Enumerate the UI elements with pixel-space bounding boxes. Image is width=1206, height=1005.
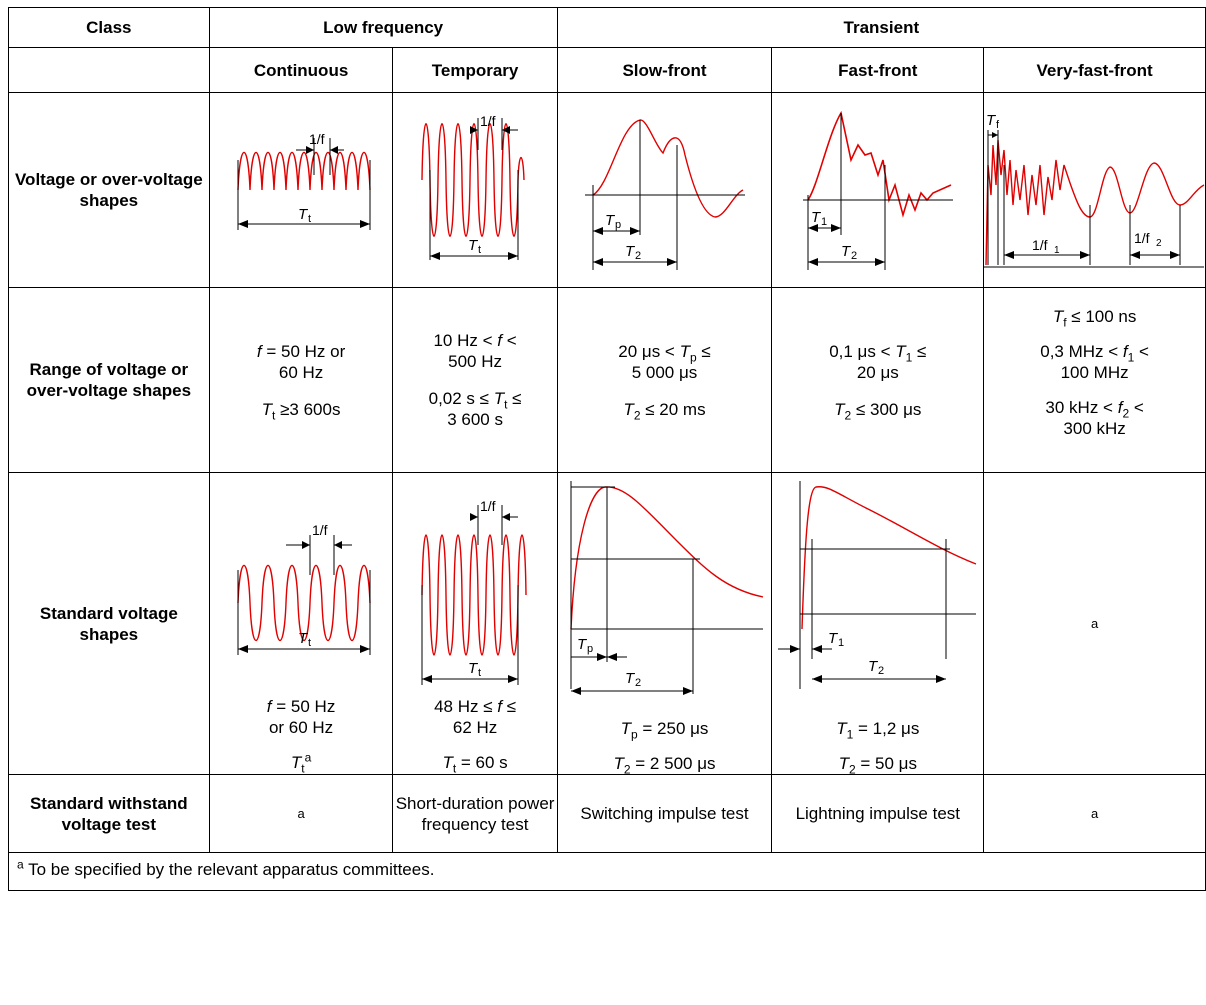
transient-header: Transient [556, 7, 1206, 48]
very-fast-front-header: Very-fast-front [983, 47, 1206, 93]
sine-wave [237, 565, 371, 641]
svg-text:1/f: 1/f [312, 522, 328, 538]
row-label-shapes: Voltage or over-voltage shapes [8, 92, 210, 288]
test-slow-front: Switching impulse test [556, 774, 773, 853]
svg-text:T: T [468, 660, 479, 677]
temporary-header: Temporary [392, 47, 558, 93]
range-temporary: 10 Hz < f <500 Hz 0,02 s ≤ Tt ≤3 600 s [392, 287, 558, 473]
standard-fast-front: T 1 T 2 T1 = 1,2 μs T2 = 50 μs [771, 472, 985, 775]
standard-temporary: 1/f T t 48 Hz ≤ f ≤62 Hz Tt = 60 s [392, 472, 558, 775]
slow-front-shape-figure: T p T 2 [556, 92, 773, 288]
svg-text:T: T [605, 212, 616, 229]
svg-text:T: T [625, 670, 636, 687]
svg-text:1/f: 1/f [1134, 230, 1150, 246]
fast-front-curve [807, 110, 952, 218]
svg-text:t: t [478, 667, 481, 679]
svg-text:p: p [615, 219, 621, 231]
test-continuous: a [208, 774, 394, 853]
range-slow-front: 20 μs < Tp ≤5 000 μs T2 ≤ 20 ms [556, 287, 773, 473]
very-fast-front-shape-figure: T f 1/f 1 1/f 2 [983, 92, 1206, 288]
svg-text:T: T [986, 112, 997, 129]
svg-text:2: 2 [851, 250, 857, 262]
svg-text:2: 2 [635, 677, 641, 689]
empty-cell [8, 47, 210, 93]
row-label-range: Range of voltage or over-voltage shapes [8, 287, 210, 473]
svg-text:1: 1 [838, 637, 844, 649]
switching-impulse-curve [569, 486, 763, 630]
sine-wave [420, 123, 525, 237]
svg-text:p: p [587, 643, 593, 655]
temporary-shape-figure: 1/f T t [392, 92, 558, 288]
svg-text:2: 2 [1156, 238, 1162, 249]
continuous-shape-figure: 1/f T t [208, 92, 394, 288]
svg-text:2: 2 [878, 665, 884, 677]
row-label-standard-shapes: Standard voltage shapes [8, 472, 210, 775]
svg-text:T: T [828, 630, 839, 647]
class-header: Class [8, 7, 210, 48]
svg-text:T: T [577, 636, 588, 653]
svg-text:t: t [308, 637, 311, 649]
svg-text:1: 1 [1054, 245, 1060, 256]
svg-text:T: T [811, 209, 822, 226]
continuous-header: Continuous [208, 47, 394, 93]
sine-wave [237, 152, 371, 191]
slow-front-header: Slow-front [556, 47, 773, 93]
svg-text:1/f: 1/f [1032, 237, 1048, 253]
svg-text:1/f: 1/f [480, 498, 496, 514]
svg-text:1/f: 1/f [480, 113, 496, 129]
classification-table: Class Low frequency Transient Continuous… [8, 7, 1206, 891]
fast-front-shape-figure: T 1 T 2 [771, 92, 985, 288]
svg-text:1: 1 [821, 216, 827, 228]
range-continuous: f = 50 Hz or 60 Hz Tt ≥3 600s [208, 287, 394, 473]
footnote: a To be specified by the relevant appara… [8, 852, 1206, 891]
lightning-impulse-curve [801, 486, 977, 630]
svg-text:T: T [868, 658, 879, 675]
svg-text:T: T [625, 243, 636, 260]
svg-text:2: 2 [635, 250, 641, 262]
svg-text:t: t [308, 213, 311, 225]
row-label-test: Standard withstand voltage test [8, 774, 210, 853]
standard-very-fast-front: a [983, 472, 1206, 775]
label-tt: T [298, 206, 309, 223]
standard-continuous: 1/f T t f = 50 Hz or 60 Hz Tta [208, 472, 394, 775]
svg-text:T: T [298, 630, 309, 647]
svg-text:f: f [996, 119, 1000, 131]
range-very-fast-front: Tf ≤ 100 ns 0,3 MHz < f1 <100 MHz 30 kHz… [983, 287, 1206, 473]
svg-text:t: t [478, 244, 481, 256]
test-very-fast-front: a [983, 774, 1206, 853]
standard-slow-front: T p T 2 Tp = 250 μs T2 = 2 500 μs [556, 472, 773, 775]
test-temporary: Short-duration power frequency test [392, 774, 558, 853]
range-fast-front: 0,1 μs < T1 ≤20 μs T2 ≤ 300 μs [771, 287, 985, 473]
fast-front-header: Fast-front [771, 47, 985, 93]
svg-text:T: T [841, 243, 852, 260]
very-fast-front-curve [985, 139, 1205, 266]
svg-text:T: T [468, 237, 479, 254]
test-fast-front: Lightning impulse test [771, 774, 985, 853]
sine-wave [420, 534, 527, 656]
label-one-over-f: 1/f [309, 131, 325, 147]
slow-front-curve [592, 119, 743, 218]
low-frequency-header: Low frequency [208, 7, 558, 48]
